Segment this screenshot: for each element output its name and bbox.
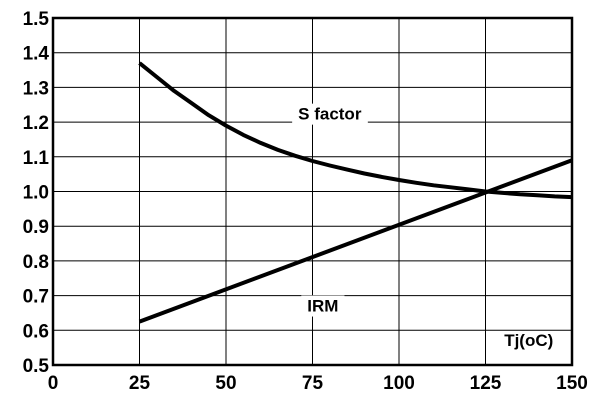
y-tick-label: 0.9: [23, 217, 49, 238]
y-tick-label: 1.2: [23, 113, 49, 134]
y-tick-labels: 0.5 0.6 0.7 0.8 0.9 1.0 1.1 1.2 1.3 1.4 1.5: [23, 9, 50, 377]
y-tick-label: 0.6: [23, 321, 49, 342]
x-tick-label: 0: [48, 373, 59, 394]
series-label-0: S factor: [298, 105, 362, 124]
series-labels: S factor IRM: [292, 103, 368, 317]
y-tick-label: 0.5: [23, 356, 50, 377]
y-tick-label: 1.0: [23, 183, 49, 204]
x-tick-label: 50: [215, 373, 236, 394]
y-tick-label: 1.4: [23, 44, 50, 65]
y-tick-label: 1.1: [23, 148, 50, 169]
y-tick-label: 1.3: [23, 78, 49, 99]
x-tick-label: 100: [383, 373, 415, 394]
plot-frame: [51, 16, 574, 367]
series-label-bg: [301, 295, 345, 317]
x-tick-label: 75: [302, 373, 324, 394]
x-axis-label: Tj(oC): [504, 331, 553, 350]
series-line-0: [138, 61, 573, 200]
x-tick-label: 150: [556, 373, 588, 394]
series-lines: [138, 61, 573, 324]
y-tick-label: 0.7: [23, 287, 49, 308]
x-tick-label: 25: [129, 373, 151, 394]
series-line-1: [138, 158, 573, 324]
series-label-1: IRM: [307, 297, 338, 316]
y-tick-label: 0.8: [23, 252, 49, 273]
x-tick-labels: 0 25 50 75 100 125 150: [48, 373, 588, 394]
y-tick-label: 1.5: [23, 9, 50, 30]
x-tick-label: 125: [470, 373, 502, 394]
series-label-bg: [292, 103, 368, 125]
